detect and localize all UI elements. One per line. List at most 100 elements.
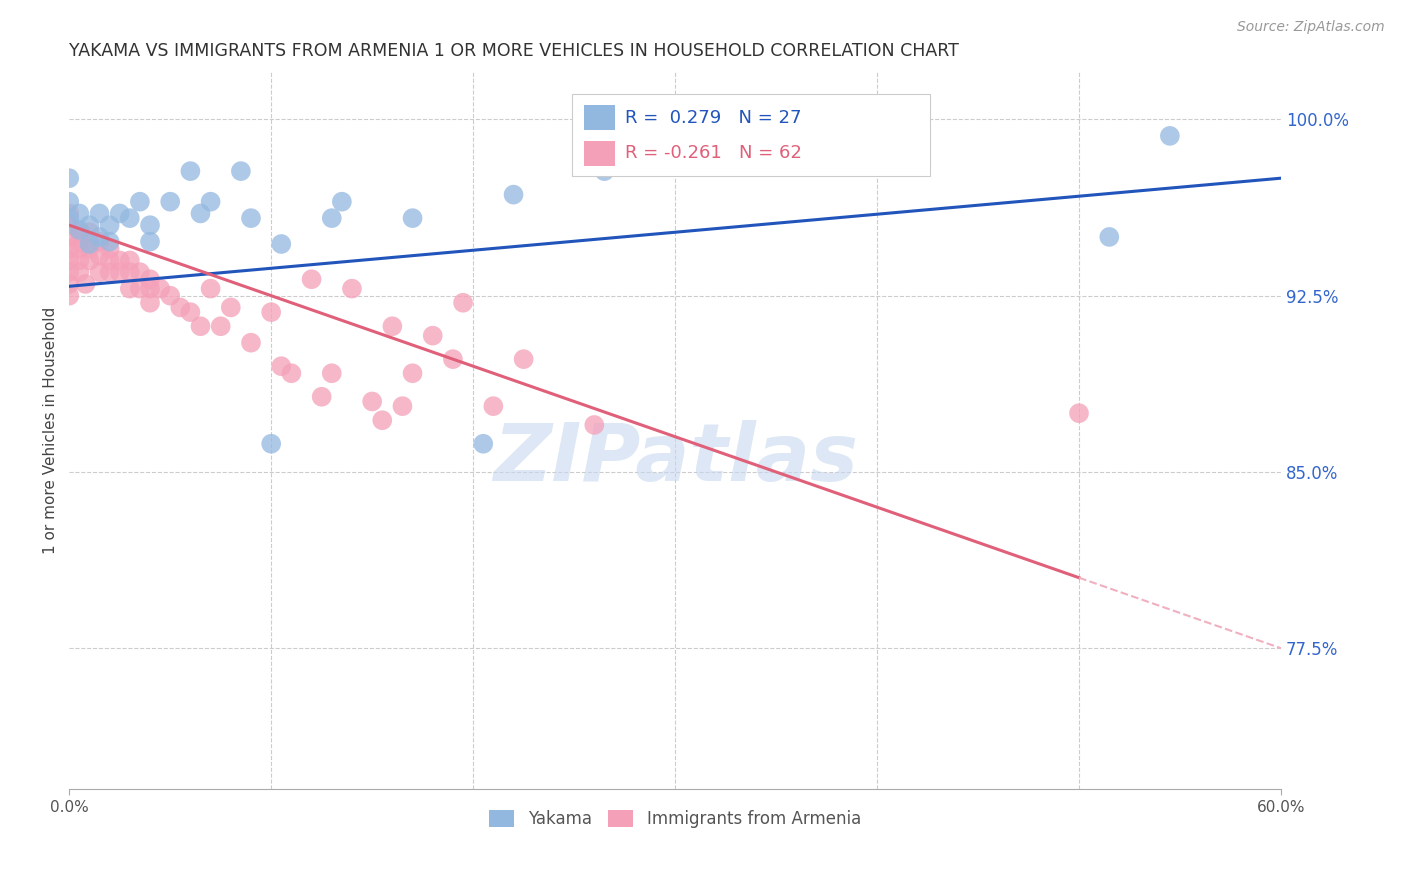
Point: [512, 352, 534, 367]
Point: [139, 295, 162, 310]
Point: [58, 288, 80, 302]
Point: [321, 211, 343, 226]
Point: [451, 295, 474, 310]
Point: [98, 218, 121, 232]
Point: [67, 225, 90, 239]
Point: [58, 218, 80, 232]
FancyBboxPatch shape: [572, 94, 929, 177]
Point: [391, 399, 413, 413]
Point: [179, 305, 201, 319]
Point: [58, 171, 80, 186]
Point: [58, 253, 80, 268]
Point: [108, 253, 131, 268]
Point: [67, 223, 90, 237]
Point: [139, 272, 162, 286]
Point: [79, 237, 101, 252]
Point: [179, 164, 201, 178]
Point: [108, 206, 131, 220]
Point: [159, 194, 181, 209]
Point: [200, 282, 222, 296]
Point: [89, 265, 111, 279]
Point: [129, 194, 152, 209]
Point: [67, 253, 90, 268]
Point: [79, 235, 101, 249]
Point: [441, 352, 464, 367]
Point: [381, 319, 404, 334]
Point: [149, 282, 172, 296]
Point: [482, 399, 505, 413]
Point: [98, 242, 121, 256]
Point: [79, 218, 101, 232]
Point: [401, 211, 423, 226]
Point: [321, 366, 343, 380]
Point: [270, 237, 292, 252]
Point: [401, 366, 423, 380]
Text: ZIPatlas: ZIPatlas: [492, 420, 858, 499]
Point: [79, 253, 101, 268]
Point: [190, 319, 212, 334]
Point: [330, 194, 353, 209]
Point: [704, 154, 727, 169]
Point: [240, 211, 263, 226]
Point: [583, 417, 606, 432]
Point: [67, 235, 90, 249]
Point: [472, 436, 495, 450]
Point: [89, 235, 111, 249]
Point: [118, 265, 141, 279]
Point: [98, 265, 121, 279]
Point: [593, 164, 616, 178]
Point: [260, 436, 283, 450]
Point: [139, 235, 162, 249]
Point: [89, 249, 111, 263]
Point: [200, 194, 222, 209]
Point: [98, 235, 121, 249]
Point: [129, 282, 152, 296]
Point: [361, 394, 384, 409]
Point: [89, 206, 111, 220]
Legend: Yakama, Immigrants from Armenia: Yakama, Immigrants from Armenia: [482, 803, 868, 835]
Point: [129, 265, 152, 279]
Text: Source: ZipAtlas.com: Source: ZipAtlas.com: [1237, 20, 1385, 34]
Point: [75, 277, 97, 291]
Point: [79, 242, 101, 256]
Point: [301, 272, 323, 286]
Point: [58, 194, 80, 209]
Point: [98, 253, 121, 268]
Point: [169, 301, 191, 315]
Point: [159, 288, 181, 302]
Point: [67, 206, 90, 220]
Point: [340, 282, 363, 296]
Y-axis label: 1 or more Vehicles in Household: 1 or more Vehicles in Household: [44, 307, 58, 555]
Point: [58, 277, 80, 291]
Point: [58, 206, 80, 220]
Point: [502, 187, 524, 202]
Point: [1159, 128, 1181, 143]
Text: R = -0.261   N = 62: R = -0.261 N = 62: [626, 145, 803, 162]
Point: [89, 230, 111, 244]
Point: [240, 335, 263, 350]
Point: [1067, 406, 1090, 420]
Point: [79, 225, 101, 239]
Point: [67, 265, 90, 279]
FancyBboxPatch shape: [585, 141, 614, 166]
Point: [371, 413, 394, 427]
Point: [260, 305, 283, 319]
Point: [422, 328, 444, 343]
Point: [118, 211, 141, 226]
Point: [58, 230, 80, 244]
Point: [190, 206, 212, 220]
Text: R =  0.279   N = 27: R = 0.279 N = 27: [626, 109, 801, 127]
Point: [58, 242, 80, 256]
Point: [67, 242, 90, 256]
Point: [108, 265, 131, 279]
FancyBboxPatch shape: [585, 104, 614, 129]
Point: [58, 211, 80, 226]
Point: [1098, 230, 1121, 244]
Point: [219, 301, 242, 315]
Point: [118, 282, 141, 296]
Point: [229, 164, 252, 178]
Text: YAKAMA VS IMMIGRANTS FROM ARMENIA 1 OR MORE VEHICLES IN HOUSEHOLD CORRELATION CH: YAKAMA VS IMMIGRANTS FROM ARMENIA 1 OR M…: [69, 42, 959, 60]
Point: [58, 265, 80, 279]
Point: [209, 319, 232, 334]
Point: [311, 390, 333, 404]
